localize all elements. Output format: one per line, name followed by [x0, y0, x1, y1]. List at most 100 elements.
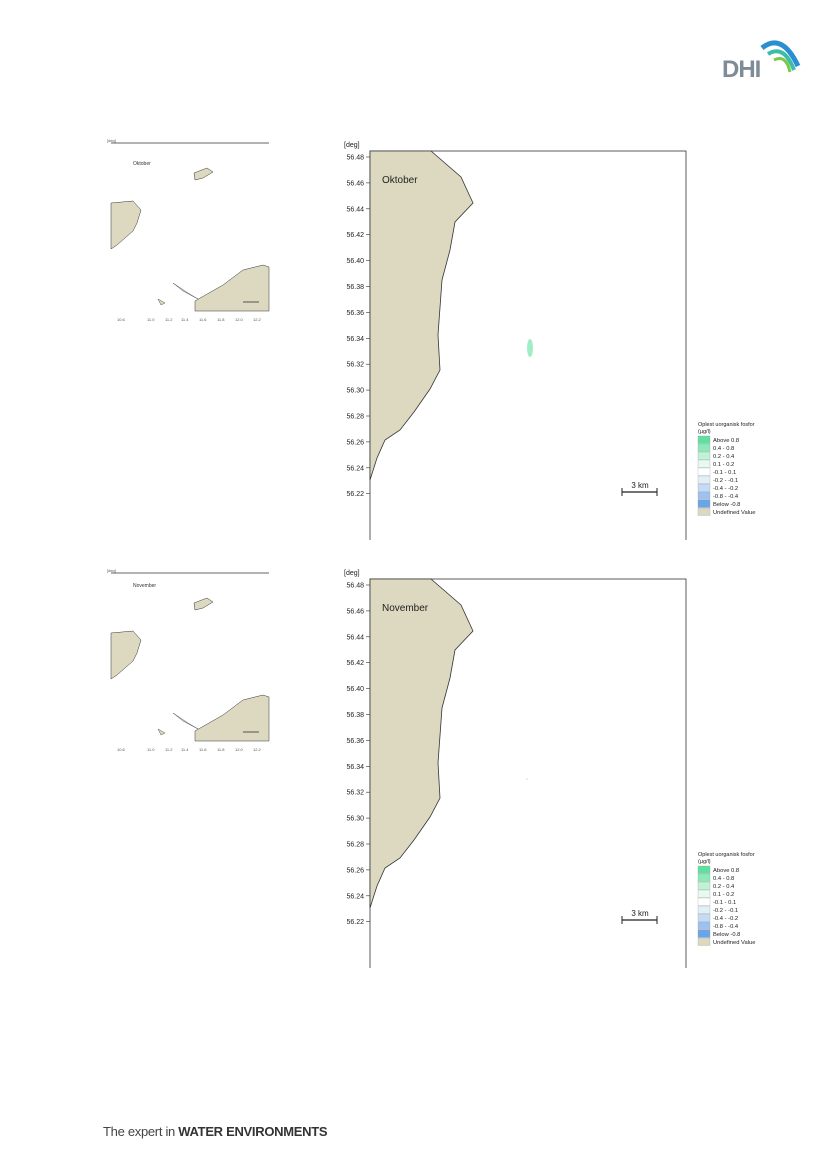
y-tick-label: 56.24	[346, 465, 364, 472]
y-tick-label: 56.22	[346, 491, 364, 498]
y-tick-label: 56.48	[346, 155, 364, 162]
legend-item-label: 0.1 - 0.2	[713, 892, 734, 898]
scale-bar-label: 3 km	[631, 909, 649, 918]
y-tick-label: 56.30	[346, 816, 364, 823]
y-tick-label: 56.46	[346, 180, 364, 187]
footer-prefix: The expert in	[103, 1124, 179, 1139]
y-tick-label: 56.36	[346, 310, 364, 317]
legend-swatch	[697, 929, 711, 938]
legend-swatch	[697, 913, 711, 922]
legend-item-label: 0.4 - 0.8	[713, 446, 734, 452]
legend-unit: (µg/l)	[698, 429, 711, 435]
legend-swatch	[697, 865, 711, 874]
overview-y-unit-2: [deg]	[107, 568, 116, 573]
y-unit-label: [deg]	[344, 570, 360, 577]
dhi-wave-icon	[760, 40, 801, 73]
legend-oktober: Oplest uorganisk fosfor(µg/l)Above 0.8 0.…	[697, 422, 755, 516]
legend-title: Oplest uorganisk fosfor	[698, 422, 755, 428]
svg-text:11.2: 11.2	[165, 747, 173, 752]
legend-item-label: Below -0.8	[713, 932, 740, 938]
overview-month-label-2: November	[133, 583, 156, 589]
legend-swatch	[697, 467, 711, 476]
svg-text:10.6: 10.6	[117, 747, 126, 752]
legend-item-label: Undefined Value	[713, 510, 755, 516]
overview-y-unit: [deg]	[107, 138, 116, 143]
y-tick-label: 56.34	[346, 764, 364, 771]
plume-area	[527, 339, 533, 357]
dhi-logo-text: DHI	[722, 56, 761, 83]
svg-text:11.2: 11.2	[165, 317, 173, 322]
overview-map-november: [deg] November 10.6 11.0 11.2 11.4 11.6 …	[107, 568, 270, 763]
main-map-oktober: [deg] 56.48 56.46 56.44 56.42 56.40 56.38 56.36…	[344, 142, 687, 540]
legend-november: Oplest uorganisk fosfor(µg/l)Above 0.8 0.…	[697, 852, 755, 946]
svg-text:12.2: 12.2	[253, 317, 262, 322]
legend-swatch	[697, 483, 711, 492]
legend-item-label: 0.2 - 0.4	[713, 454, 735, 460]
svg-text:11.4: 11.4	[181, 747, 189, 752]
legend-item-label: -0.2 - -0.1	[713, 478, 738, 484]
legend-swatch	[697, 475, 711, 484]
y-unit-label: [deg]	[344, 142, 360, 149]
y-tick-label: 56.48	[346, 583, 364, 590]
svg-text:11.0: 11.0	[147, 747, 155, 752]
svg-text:10.6: 10.6	[117, 317, 126, 322]
overview-map-oktober: [deg] Oktober 10.6 11.0 11.2 11.4 11.6 1…	[107, 138, 270, 333]
y-tick-label: 56.40	[346, 258, 364, 265]
y-tick-label: 56.44	[346, 634, 364, 641]
month-label: November	[382, 603, 429, 614]
legend-swatch	[697, 937, 711, 946]
svg-text:11.6: 11.6	[199, 747, 207, 752]
y-tick-label: 56.30	[346, 388, 364, 395]
legend-swatch	[697, 443, 711, 452]
legend-swatch	[697, 491, 711, 500]
legend-item-label: -0.8 - -0.4	[713, 924, 739, 930]
svg-text:12.0: 12.0	[235, 747, 244, 752]
legend-title: Oplest uorganisk fosfor	[698, 852, 755, 858]
y-tick-label: 56.38	[346, 712, 364, 719]
svg-text:11.4: 11.4	[181, 317, 189, 322]
legend-swatch	[697, 889, 711, 898]
legend-swatch	[697, 451, 711, 460]
overview-month-label: Oktober	[133, 161, 151, 167]
legend-swatch	[697, 459, 711, 468]
land-area	[369, 578, 474, 909]
legend-swatch	[697, 873, 711, 882]
legend-unit: (µg/l)	[698, 859, 711, 865]
legend-swatch	[697, 881, 711, 890]
svg-text:11.8: 11.8	[217, 317, 225, 322]
legend-item-label: -0.4 - -0.2	[713, 486, 738, 492]
y-tick-label: 56.26	[346, 867, 364, 874]
svg-text:11.6: 11.6	[199, 317, 207, 322]
y-tick-label: 56.40	[346, 686, 364, 693]
legend-swatch	[697, 435, 711, 444]
legend-swatch	[697, 905, 711, 914]
legend-item-label: Below -0.8	[713, 502, 740, 508]
legend-item-label: -0.4 - -0.2	[713, 916, 738, 922]
y-tick-label: 56.26	[346, 439, 364, 446]
legend-item-label: -0.1 - 0.1	[713, 900, 736, 906]
y-tick-label: 56.46	[346, 608, 364, 615]
land-area	[369, 150, 474, 481]
legend-item-label: Above 0.8	[713, 438, 739, 444]
month-label: Oktober	[382, 175, 418, 186]
y-tick-label: 56.44	[346, 206, 364, 213]
legend-swatch	[697, 499, 711, 508]
y-tick-label: 56.42	[346, 660, 364, 667]
footer-emphasis: WATER ENVIRONMENTS	[178, 1124, 328, 1139]
y-tick-label: 56.24	[346, 893, 364, 900]
legend-swatch	[697, 921, 711, 930]
footer-tagline: The expert in WATER ENVIRONMENTS	[103, 1124, 328, 1139]
legend-item-label: 0.2 - 0.4	[713, 884, 735, 890]
y-tick-label: 56.34	[346, 336, 364, 343]
plume-area	[526, 778, 528, 780]
svg-text:11.8: 11.8	[217, 747, 225, 752]
legend-swatch	[697, 897, 711, 906]
y-tick-label: 56.28	[346, 842, 364, 849]
y-tick-label: 56.36	[346, 738, 364, 745]
legend-item-label: -0.8 - -0.4	[713, 494, 739, 500]
y-tick-label: 56.32	[346, 790, 364, 797]
legend-item-label: Undefined Value	[713, 940, 755, 946]
y-tick-label: 56.42	[346, 232, 364, 239]
dhi-logo: DHI	[722, 36, 802, 86]
legend-item-label: 0.4 - 0.8	[713, 876, 734, 882]
